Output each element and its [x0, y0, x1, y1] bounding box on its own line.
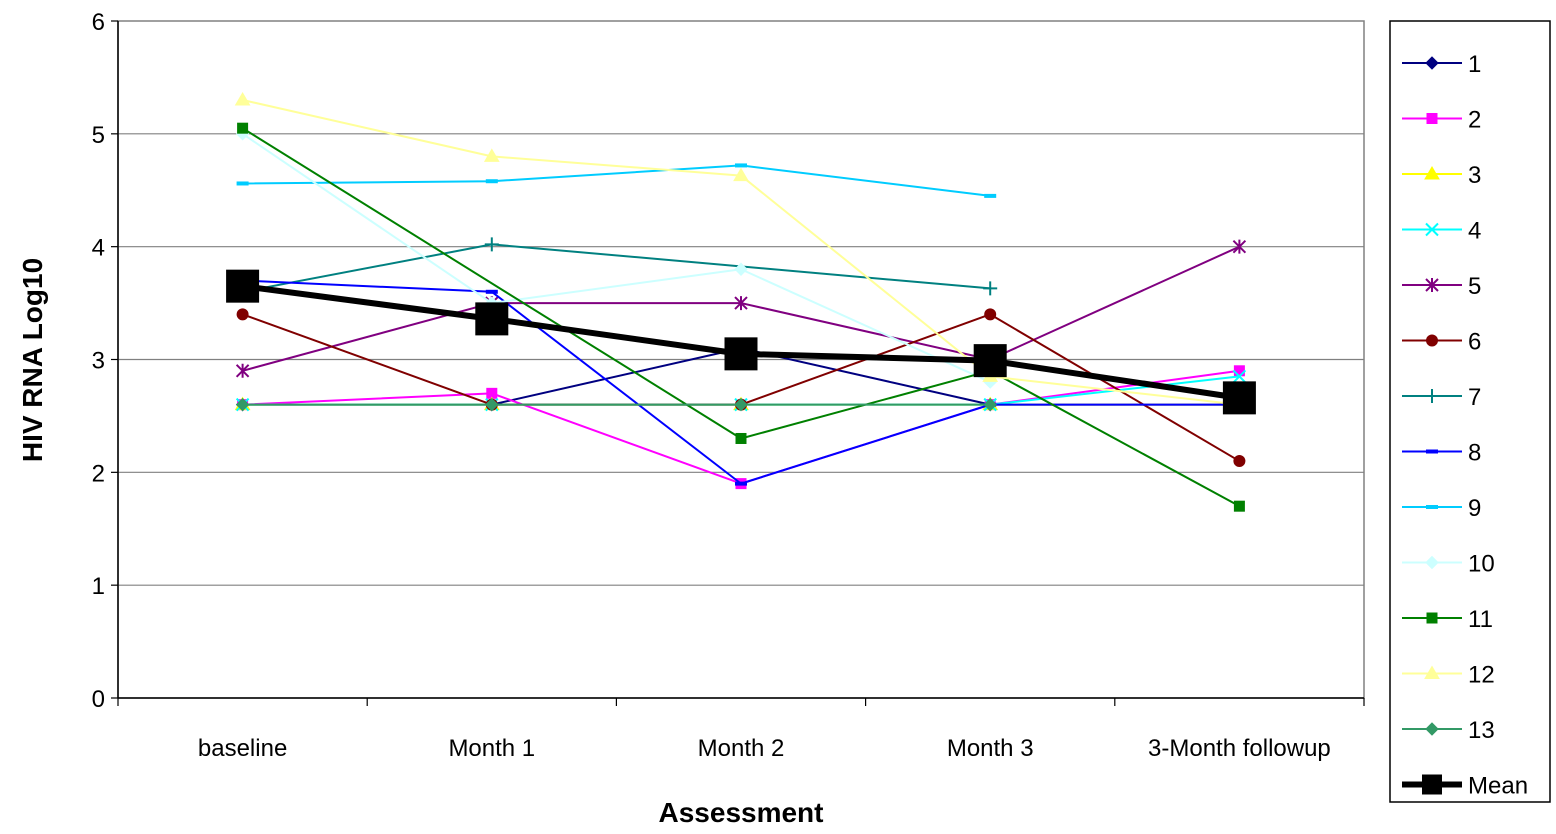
- data-point: [226, 269, 260, 303]
- x-tick-label: 3-Month followup: [1148, 735, 1331, 762]
- series-line: [242, 133, 991, 383]
- legend-swatch-marker: [1426, 449, 1438, 454]
- data-point: [235, 397, 250, 412]
- y-tick-label: 0: [92, 686, 105, 713]
- legend-swatch-marker: [1424, 166, 1440, 180]
- legend-swatch-marker: [1425, 56, 1439, 70]
- data-point: [735, 163, 747, 168]
- data-point: [235, 363, 250, 378]
- legend-swatch-marker: [1425, 278, 1439, 292]
- x-tick-label: Month 3: [947, 735, 1034, 762]
- data-point: [724, 337, 758, 371]
- series-9: [236, 163, 997, 198]
- data-point: [733, 167, 749, 182]
- legend-item-8: 8: [1402, 440, 1481, 467]
- legend-label: 6: [1468, 329, 1481, 356]
- data-point: [485, 179, 498, 184]
- legend-label: Mean: [1468, 773, 1528, 800]
- data-point: [1233, 455, 1246, 468]
- data-point: [983, 397, 997, 412]
- legend-swatch-marker: [1422, 774, 1442, 795]
- legend-swatch-marker: [1425, 555, 1439, 570]
- data-point: [236, 308, 249, 321]
- legend-label: 11: [1468, 606, 1493, 633]
- legend-item-9: 9: [1402, 495, 1481, 522]
- legend-item-10: 10: [1402, 551, 1495, 578]
- x-tick-label: Month 2: [698, 735, 785, 762]
- data-point: [1222, 381, 1256, 415]
- legend-label: 13: [1468, 717, 1495, 744]
- legend-label: 8: [1468, 440, 1481, 467]
- legend-item-6: 6: [1402, 329, 1481, 356]
- data-point: [734, 262, 748, 276]
- series-13: [235, 397, 997, 412]
- legend-item-11: 11: [1402, 606, 1493, 633]
- series-Mean: [226, 269, 1256, 415]
- y-tick-label: 6: [92, 9, 105, 36]
- legend-swatch-marker: [1425, 389, 1439, 403]
- legend-swatch-marker: [1426, 505, 1438, 509]
- legend-swatch-marker: [1426, 612, 1438, 624]
- y-tick-label: 4: [92, 235, 105, 262]
- data-point: [983, 281, 998, 296]
- legend-swatch-marker: [1425, 222, 1439, 237]
- legend-label: 12: [1468, 662, 1495, 689]
- legend-swatch-marker: [1424, 665, 1440, 679]
- series-line: [242, 164, 991, 197]
- data-point: [1233, 500, 1245, 512]
- legend-item-3: 3: [1402, 162, 1481, 189]
- data-point: [734, 397, 748, 412]
- legend-label: 5: [1468, 273, 1481, 300]
- legend-label: 7: [1468, 384, 1481, 411]
- tick-labels: 0 1 2 3 4 5 6 baseline Month 1 Month 2 Month 3 3-Mo…: [92, 9, 1331, 762]
- data-point: [485, 397, 499, 412]
- data-point: [485, 289, 498, 294]
- legend-item-Mean: Mean: [1402, 773, 1528, 800]
- legend-label: 1: [1468, 51, 1481, 78]
- data-point: [234, 91, 251, 106]
- legend-label: 3: [1468, 162, 1481, 189]
- legend-item-5: 5: [1402, 273, 1481, 300]
- legend-item-12: 12: [1402, 662, 1495, 689]
- data-point: [734, 296, 748, 311]
- data-point: [484, 237, 499, 252]
- legend-item-1: 1: [1402, 51, 1481, 78]
- data-point: [483, 148, 500, 162]
- data-point: [475, 302, 509, 336]
- data-point: [735, 481, 747, 486]
- y-tick-label: 2: [92, 460, 105, 487]
- y-axis-title: HIV RNA Log10: [17, 258, 48, 462]
- data-point: [236, 181, 249, 186]
- legend-label: 4: [1468, 218, 1481, 245]
- legend-swatch-marker: [1426, 334, 1438, 347]
- axes: [111, 20, 1365, 706]
- x-tick-label: baseline: [198, 735, 287, 762]
- series-layer: [226, 91, 1256, 512]
- data-point: [1232, 239, 1247, 254]
- legend-label: 2: [1468, 107, 1481, 134]
- legend-item-4: 4: [1402, 218, 1481, 245]
- legend-swatch-marker: [1426, 113, 1438, 124]
- legend-item-7: 7: [1402, 384, 1481, 411]
- data-point: [973, 344, 1007, 378]
- data-point: [984, 308, 997, 321]
- x-tick-label: Month 1: [448, 735, 535, 762]
- legend-item-13: 13: [1402, 717, 1495, 744]
- y-tick-label: 5: [92, 122, 105, 149]
- data-point: [984, 193, 997, 198]
- gridlines: [118, 133, 1364, 586]
- y-tick-label: 1: [92, 573, 105, 600]
- legend-label: 9: [1468, 495, 1481, 522]
- data-point: [237, 122, 249, 134]
- data-point: [1232, 369, 1247, 384]
- x-axis-title: Assessment: [659, 797, 824, 828]
- y-tick-label: 3: [92, 348, 105, 375]
- legend-item-2: 2: [1402, 107, 1481, 134]
- legend-box: [1389, 20, 1551, 803]
- legend-swatch-marker: [1425, 722, 1439, 736]
- legend-label: 10: [1468, 551, 1495, 578]
- data-point: [735, 432, 747, 444]
